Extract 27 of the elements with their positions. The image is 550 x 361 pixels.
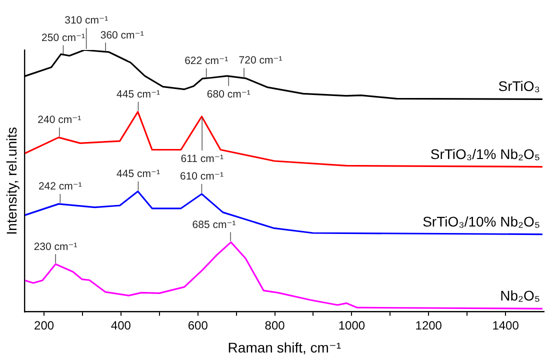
annotation: 622 cm⁻¹: [184, 54, 229, 67]
y-axis-title: Intensity, rel.units: [3, 126, 20, 235]
annotation: 310 cm⁻¹: [64, 14, 109, 27]
annotation: 611 cm⁻¹: [180, 153, 224, 166]
annotation: 720 cm⁻¹: [238, 54, 283, 67]
x-tick-label: 600: [188, 318, 208, 332]
annotation: 610 cm⁻¹: [180, 170, 224, 183]
annotation: 445 cm⁻¹: [116, 88, 160, 100]
x-tick-label: 200: [34, 318, 54, 332]
x-tick-label: 1200: [415, 318, 442, 332]
series-label: Nb₂O₅: [500, 288, 540, 304]
annotation: 230 cm⁻¹: [34, 240, 78, 253]
x-tick-label: 1400: [492, 318, 520, 332]
annotation: 240 cm⁻¹: [38, 114, 82, 126]
annotation: 680 cm⁻¹: [206, 88, 251, 101]
annotation: 445 cm⁻¹: [116, 168, 160, 180]
x-tick-label: 400: [110, 318, 132, 332]
annotation: 242 cm⁻¹: [38, 180, 82, 193]
annotation: 250 cm⁻¹: [42, 32, 86, 44]
annotation: 685 cm⁻¹: [192, 218, 236, 231]
series-label: SrTiO₃: [498, 78, 540, 94]
x-tick-label: 1000: [338, 318, 366, 332]
series-label: SrTiO₃/10% Nb₂O₅: [422, 213, 540, 230]
series-label: SrTiO₃/1% Nb₂O₅: [430, 146, 540, 162]
x-tick-label: 800: [264, 318, 286, 332]
annotation: 360 cm⁻¹: [100, 29, 144, 42]
x-axis-title: Raman shift, cm⁻¹: [228, 339, 342, 356]
